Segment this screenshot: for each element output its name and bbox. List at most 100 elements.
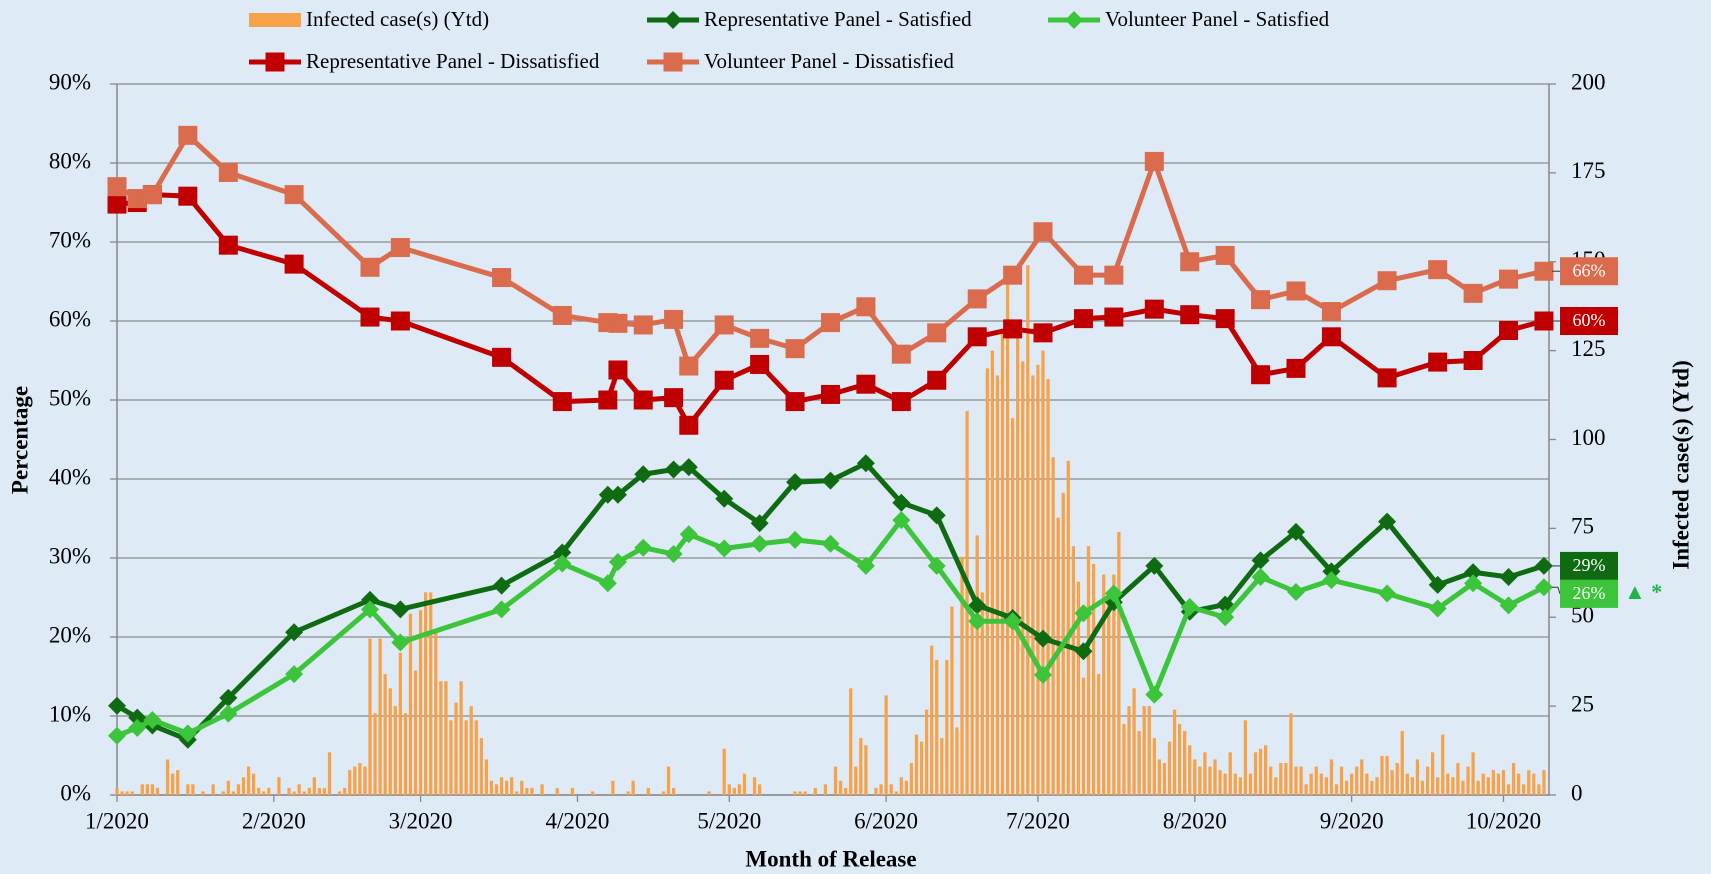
bar bbox=[165, 759, 170, 795]
bar bbox=[1127, 706, 1131, 795]
marker bbox=[856, 454, 875, 473]
bar bbox=[186, 784, 190, 795]
marker bbox=[856, 297, 876, 317]
bar bbox=[1304, 784, 1308, 795]
bar bbox=[930, 645, 934, 795]
x-tick-label: 2/2020 bbox=[242, 808, 306, 833]
marker bbox=[785, 392, 805, 412]
bar bbox=[1228, 752, 1232, 795]
bar bbox=[140, 784, 144, 795]
bar bbox=[1076, 581, 1081, 795]
bar bbox=[935, 659, 939, 795]
bar bbox=[1183, 731, 1187, 795]
bar bbox=[145, 784, 149, 795]
bar bbox=[322, 787, 327, 795]
bar bbox=[1319, 773, 1323, 795]
bar bbox=[631, 780, 635, 795]
y2-tick-label: 75 bbox=[1571, 514, 1594, 539]
marker bbox=[891, 344, 911, 364]
bar bbox=[950, 606, 954, 795]
marker bbox=[634, 538, 653, 557]
bar bbox=[1289, 713, 1293, 795]
bar bbox=[358, 763, 362, 795]
marker bbox=[1073, 265, 1093, 285]
bar bbox=[439, 681, 443, 795]
bar bbox=[1522, 784, 1526, 795]
bar bbox=[1471, 752, 1475, 795]
bar bbox=[398, 652, 402, 795]
marker bbox=[927, 556, 946, 575]
marker bbox=[1073, 309, 1093, 329]
marker bbox=[1251, 290, 1271, 310]
legend-swatch bbox=[249, 13, 301, 27]
bar bbox=[1279, 763, 1283, 795]
y-tick-label: 80% bbox=[49, 148, 91, 173]
bar bbox=[1395, 763, 1399, 795]
bar bbox=[1334, 784, 1339, 795]
bar bbox=[985, 368, 989, 795]
marker bbox=[750, 354, 770, 374]
marker bbox=[1378, 512, 1397, 531]
bar bbox=[1193, 759, 1197, 795]
bar bbox=[975, 535, 979, 795]
bar bbox=[904, 780, 908, 795]
bar bbox=[1097, 674, 1101, 795]
bar bbox=[1203, 752, 1207, 795]
marker bbox=[820, 384, 840, 404]
bar bbox=[884, 695, 888, 795]
bar bbox=[373, 713, 377, 795]
bar bbox=[833, 766, 838, 795]
x-tick-label: 5/2020 bbox=[697, 808, 761, 833]
bar bbox=[125, 791, 129, 795]
bar bbox=[368, 638, 372, 795]
bar bbox=[909, 763, 914, 795]
marker bbox=[1377, 271, 1397, 291]
marker bbox=[108, 696, 126, 715]
bar bbox=[408, 613, 413, 795]
bar bbox=[530, 787, 534, 795]
bar bbox=[1420, 780, 1425, 795]
bar bbox=[348, 770, 352, 795]
marker bbox=[1286, 281, 1306, 301]
marker bbox=[142, 185, 162, 205]
bar bbox=[297, 784, 301, 795]
bar bbox=[924, 709, 929, 795]
y-axis-title: Percentage bbox=[7, 386, 32, 494]
bar bbox=[1046, 379, 1050, 795]
bar bbox=[990, 350, 995, 795]
bar bbox=[965, 411, 969, 795]
marker bbox=[552, 392, 572, 412]
marker bbox=[1286, 358, 1306, 378]
marker bbox=[968, 596, 987, 615]
bar bbox=[1355, 766, 1359, 795]
marker bbox=[1144, 151, 1164, 171]
marker bbox=[856, 556, 875, 575]
y2-axis-title: Infected case(s) (Ytd) bbox=[1668, 360, 1693, 570]
marker bbox=[1074, 604, 1093, 623]
marker bbox=[715, 539, 734, 558]
bar bbox=[671, 787, 676, 795]
bar bbox=[722, 748, 726, 795]
bar bbox=[1086, 546, 1091, 795]
marker bbox=[1180, 305, 1200, 325]
marker bbox=[1104, 265, 1124, 285]
bar bbox=[1390, 770, 1394, 795]
marker bbox=[553, 554, 572, 573]
y2-tick-label: 175 bbox=[1571, 158, 1606, 183]
marker bbox=[1251, 551, 1270, 570]
marker bbox=[391, 633, 410, 652]
marker bbox=[750, 534, 769, 553]
marker bbox=[1033, 222, 1053, 242]
bar bbox=[960, 556, 964, 795]
bar bbox=[515, 791, 519, 795]
bar bbox=[879, 784, 883, 795]
bar bbox=[1122, 723, 1126, 795]
bar bbox=[1430, 752, 1435, 795]
bar bbox=[418, 610, 423, 795]
marker bbox=[361, 590, 380, 609]
bar bbox=[1466, 766, 1470, 795]
bar bbox=[1299, 766, 1303, 795]
bar bbox=[257, 787, 261, 795]
bar bbox=[287, 787, 291, 795]
end-label: 60% bbox=[1573, 310, 1606, 330]
